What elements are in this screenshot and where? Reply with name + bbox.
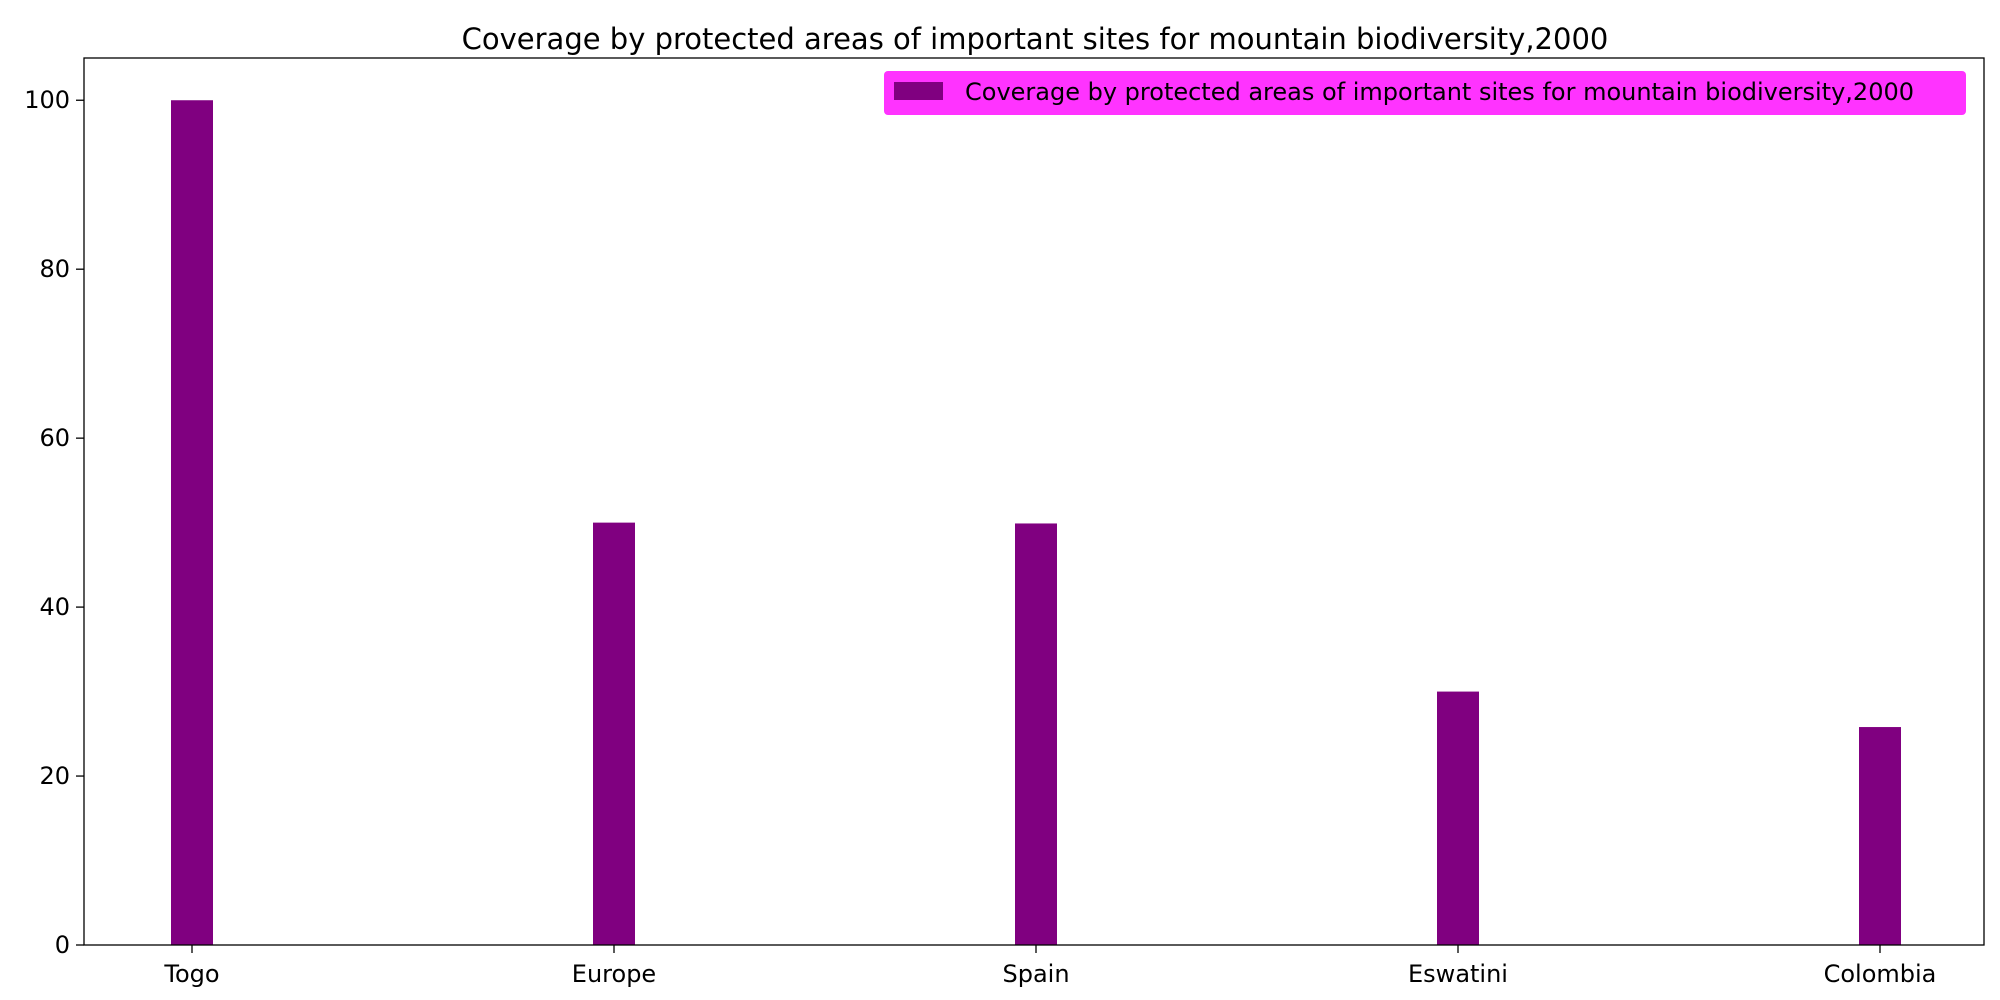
y-tick-label: 100 xyxy=(24,86,70,114)
x-tick-label: Togo xyxy=(163,960,219,988)
chart-title: Coverage by protected areas of important… xyxy=(462,22,1609,56)
y-axis: 0 20 40 60 80 100 xyxy=(24,86,84,959)
x-tick-label: Spain xyxy=(1002,960,1069,988)
x-tick-label: Colombia xyxy=(1824,960,1937,988)
bar-colombia xyxy=(1859,727,1901,945)
y-tick-label: 60 xyxy=(39,424,70,452)
legend: Coverage by protected areas of important… xyxy=(884,71,1966,115)
legend-box xyxy=(884,71,1966,115)
legend-swatch xyxy=(894,82,943,100)
bar-europe xyxy=(593,522,635,945)
x-tick-label: Europe xyxy=(572,960,656,988)
plot-frame xyxy=(83,57,1985,946)
y-tick-label: 0 xyxy=(55,931,70,959)
y-tick-label: 40 xyxy=(39,593,70,621)
bar-spain xyxy=(1015,523,1057,945)
x-axis: Togo Europe Spain Eswatini Colombia xyxy=(163,945,1936,988)
x-tick-label: Eswatini xyxy=(1408,960,1508,988)
legend-label: Coverage by protected areas of important… xyxy=(965,78,1914,106)
bar-togo xyxy=(171,100,213,945)
bar-eswatini xyxy=(1437,691,1479,945)
y-tick-label: 80 xyxy=(39,255,70,283)
y-tick-label: 20 xyxy=(39,762,70,790)
bar-series xyxy=(171,100,1901,945)
